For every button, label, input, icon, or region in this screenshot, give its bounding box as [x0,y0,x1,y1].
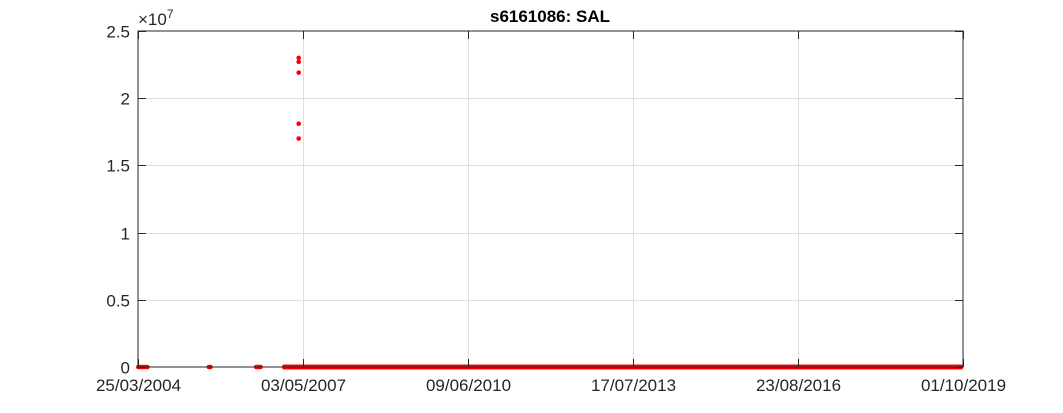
axis-ticks [138,31,964,368]
y-tick-label: 2.5 [106,23,130,42]
axis-tick-labels: 25/03/2004 03/05/2007 09/06/2010 17/07/2013… [96,23,1006,396]
grid-lines [138,31,963,367]
data-point [296,70,301,75]
y-axis-exponent-power: 7 [167,7,174,21]
y-axis-exponent-label: ×107 [138,7,174,29]
x-tick-label: 17/07/2013 [591,376,676,395]
plot-area [138,31,963,367]
data-point [296,55,301,61]
data-point [296,136,301,141]
x-tick-label: 25/03/2004 [96,376,181,395]
plot-border [137,30,964,368]
y-tick-label: 0 [121,359,130,378]
x-tick-label: 09/06/2010 [426,376,511,395]
x-tick-label: 01/10/2019 [921,376,1006,395]
x-tick-label: 23/08/2016 [756,376,841,395]
data-point [296,121,301,127]
chart-title: s6161086: SAL [490,7,610,26]
y-tick-label: 0.5 [106,292,130,311]
data-point [296,59,301,65]
y-tick-label: 2 [121,90,130,109]
x-tick-label: 03/05/2007 [261,376,346,395]
y-axis-exponent-base: ×10 [138,10,167,29]
y-tick-label: 1 [121,225,130,244]
y-tick-label: 1.5 [106,157,130,176]
